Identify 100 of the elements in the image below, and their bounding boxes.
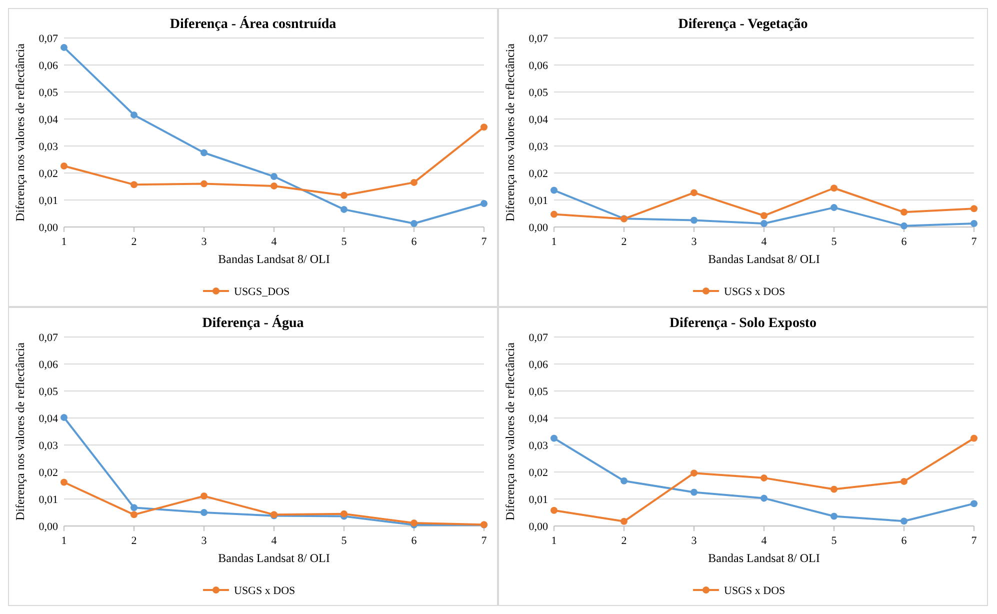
chart-title: Diferença - Vegetação	[678, 17, 808, 32]
y-tick-label: 0,01	[38, 194, 58, 207]
point	[270, 182, 278, 190]
y-tick-label: 0,04	[528, 412, 548, 425]
y-axis-title: Diferença nos valores de reflectância	[503, 342, 517, 520]
x-tick-label: 5	[341, 236, 348, 248]
x-tick-label: 2	[131, 535, 137, 547]
point	[760, 220, 768, 227]
point	[900, 222, 908, 230]
point	[550, 506, 558, 514]
point	[130, 504, 138, 512]
point	[830, 184, 838, 192]
point	[60, 478, 68, 486]
x-tick-label: 7	[481, 535, 488, 547]
x-axis-title: Bandas Landsat 8/ OLI	[708, 551, 820, 565]
x-tick-label: 4	[761, 236, 768, 248]
x-tick-label: 2	[131, 236, 137, 248]
y-tick-label: 0,03	[38, 140, 58, 153]
legend-label: USGS_DOS	[234, 286, 290, 298]
point	[760, 494, 768, 502]
point	[970, 205, 978, 212]
point	[970, 434, 978, 442]
point	[620, 477, 628, 484]
x-tick-label: 3	[201, 535, 208, 547]
x-tick-label: 2	[621, 236, 627, 248]
point	[550, 210, 558, 218]
point	[690, 488, 698, 496]
y-tick-label: 0,02	[528, 168, 548, 180]
legend-label: USGS x DOS	[234, 584, 296, 597]
chart-title: Diferença - Solo Exposto	[669, 316, 817, 331]
x-tick-label: 7	[971, 535, 978, 547]
point	[970, 220, 978, 227]
x-tick-label: 4	[761, 535, 768, 547]
y-tick-label: 0,04	[38, 412, 58, 425]
point	[480, 200, 488, 208]
y-tick-label: 0,01	[38, 494, 58, 506]
y-tick-label: 0,07	[38, 332, 58, 344]
point	[340, 206, 348, 213]
x-tick-label: 4	[271, 236, 278, 248]
y-tick-label: 0,06	[528, 358, 548, 371]
x-tick-label: 3	[691, 236, 698, 248]
y-tick-label: 0,05	[38, 386, 58, 398]
y-tick-label: 0,00	[528, 222, 548, 234]
y-tick-label: 0,03	[528, 140, 548, 153]
point	[200, 149, 208, 156]
y-tick-label: 0,05	[528, 386, 548, 398]
x-tick-label: 5	[831, 535, 838, 547]
point	[970, 500, 978, 508]
x-axis-title: Bandas Landsat 8/ OLI	[218, 551, 330, 565]
y-tick-label: 0,05	[528, 86, 548, 99]
x-axis-title: Bandas Landsat 8/ OLI	[218, 252, 330, 266]
x-tick-label: 1	[551, 236, 557, 248]
y-tick-label: 0,07	[528, 332, 548, 344]
y-tick-label: 0,00	[38, 222, 58, 234]
y-tick-label: 0,06	[38, 358, 58, 371]
y-tick-label: 0,02	[38, 466, 58, 479]
y-tick-label: 0,07	[38, 32, 58, 45]
x-tick-label: 5	[831, 236, 838, 248]
x-tick-label: 5	[341, 535, 348, 547]
point	[130, 511, 138, 518]
point	[340, 192, 348, 199]
y-tick-label: 0,04	[528, 114, 548, 126]
point	[760, 474, 768, 482]
point	[200, 492, 208, 500]
x-tick-label: 1	[551, 535, 557, 547]
chart-title: Diferença - Área cosntruída	[170, 15, 336, 32]
point	[830, 204, 838, 212]
point	[690, 189, 698, 196]
point	[830, 512, 838, 520]
point	[900, 208, 908, 216]
y-tick-label: 0,05	[38, 86, 58, 99]
y-axis-title: Diferença nos valores de reflectância	[13, 342, 27, 520]
y-tick-label: 0,06	[528, 60, 548, 72]
point	[60, 44, 68, 51]
y-tick-label: 0,02	[528, 466, 548, 479]
point	[410, 178, 418, 186]
y-tick-label: 0,00	[38, 520, 58, 533]
point	[550, 186, 558, 194]
point	[340, 510, 348, 518]
y-tick-label: 0,06	[38, 60, 58, 72]
y-tick-label: 0,01	[528, 194, 548, 207]
point	[830, 486, 838, 493]
point	[480, 124, 488, 131]
x-tick-label: 6	[411, 535, 418, 547]
point	[760, 212, 768, 220]
y-tick-label: 0,03	[38, 440, 58, 452]
x-tick-label: 6	[411, 236, 418, 248]
point	[60, 414, 68, 421]
y-tick-label: 0,02	[38, 168, 58, 180]
y-tick-label: 0,04	[38, 114, 58, 126]
point	[550, 434, 558, 442]
x-tick-label: 1	[61, 236, 67, 248]
y-tick-label: 0,03	[528, 440, 548, 452]
x-axis-title: Bandas Landsat 8/ OLI	[708, 252, 820, 266]
point	[900, 478, 908, 485]
point	[690, 470, 698, 477]
x-tick-label: 3	[691, 535, 698, 547]
x-tick-label: 4	[271, 535, 278, 547]
y-tick-label: 0,01	[528, 494, 548, 506]
point	[130, 111, 138, 118]
